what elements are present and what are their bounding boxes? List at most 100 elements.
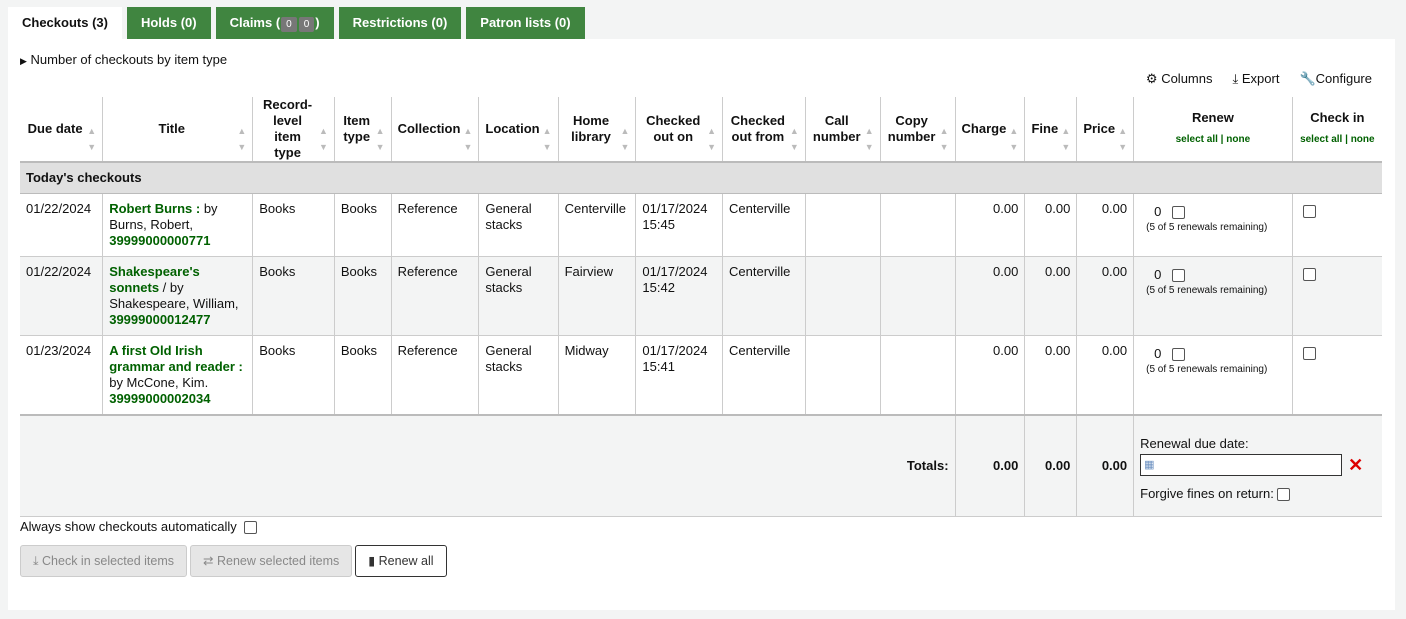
clear-date-icon[interactable]: ✕ bbox=[1348, 455, 1364, 476]
tab-bar: Checkouts (3) Holds (0) Claims (0 0) Rest… bbox=[8, 7, 585, 39]
record-item-type: Books bbox=[252, 256, 335, 336]
sort-icon: ▲ ▼ bbox=[542, 126, 552, 152]
export-button[interactable]: ⤓ Export bbox=[1232, 71, 1279, 87]
title-link[interactable]: A first Old Irish grammar and reader : bbox=[109, 343, 243, 374]
column-header[interactable]: Item type ▲ ▼ bbox=[333, 97, 392, 163]
check-in-checkbox[interactable] bbox=[1302, 205, 1316, 219]
column-label: Check in bbox=[1310, 110, 1365, 125]
barcode-link[interactable]: 39999000000771 bbox=[109, 233, 211, 248]
author: by McCone, Kim. bbox=[109, 375, 209, 390]
claims-badge-2: 0 bbox=[298, 17, 315, 32]
sort-icon: ▲ ▼ bbox=[237, 126, 247, 152]
column-label: Location bbox=[485, 121, 540, 136]
renewal-due-input[interactable]: ▦ bbox=[1140, 454, 1343, 477]
fine: 0.00 bbox=[1024, 193, 1077, 257]
column-header[interactable]: Collection ▲ ▼ bbox=[390, 97, 479, 163]
due-date: 01/23/2024 bbox=[20, 335, 103, 416]
export-label: Export bbox=[1241, 71, 1280, 86]
claims-badge-1: 0 bbox=[281, 17, 297, 32]
collection: Reference bbox=[390, 193, 479, 257]
column-header[interactable]: Call number ▲ ▼ bbox=[804, 97, 881, 163]
checkouts-panel: ▶ Number of checkouts by item type ⚙ Col… bbox=[8, 39, 1395, 610]
table-row: 01/22/2024 Shakespeare's sonnets / by Sha… bbox=[20, 256, 1382, 336]
check-in-selected-label: Check in selected items bbox=[42, 554, 175, 568]
renew-checkbox[interactable] bbox=[1172, 348, 1186, 362]
title-link[interactable]: Shakespeare's sonnets bbox=[109, 264, 200, 295]
collection: Reference bbox=[390, 256, 479, 336]
item-type: Books bbox=[333, 193, 392, 257]
columns-button[interactable]: ⚙ Columns bbox=[1146, 71, 1213, 87]
column-header[interactable]: Record-level item type ▲ ▼ bbox=[252, 97, 335, 163]
tab-restrictions[interactable]: Restrictions (0) bbox=[338, 7, 462, 39]
title-cell: A first Old Irish grammar and reader : b… bbox=[102, 335, 253, 416]
column-header[interactable]: Checked out from ▲ ▼ bbox=[722, 97, 806, 163]
check-in-selected-button[interactable]: ⤓ Check in selected items bbox=[20, 545, 188, 577]
column-header[interactable]: Home library ▲ ▼ bbox=[557, 97, 636, 163]
renew-selected-button[interactable]: ⇄ Renew selected items bbox=[190, 545, 353, 577]
home-library: Centerville bbox=[557, 193, 636, 257]
column-label: Due date bbox=[27, 121, 83, 136]
configure-label: Configure bbox=[1315, 71, 1372, 86]
configure-button[interactable]: 🔧Configure bbox=[1299, 71, 1372, 87]
tab-checkouts[interactable]: Checkouts (3) bbox=[8, 7, 122, 39]
column-header: Check in select all | none bbox=[1291, 97, 1382, 163]
renew-checkbox[interactable] bbox=[1172, 206, 1186, 220]
renew-all-button[interactable]: ▮ Renew all bbox=[355, 545, 447, 577]
renew-options: Renewal due date: ▦ ✕ Forgive fines on r… bbox=[1133, 414, 1382, 517]
sort-icon: ▲ ▼ bbox=[1009, 126, 1019, 152]
sort-icon: ▲ ▼ bbox=[1118, 126, 1128, 152]
checked-out-on: 01/17/2024 15:45 bbox=[635, 193, 723, 257]
column-header[interactable]: Location ▲ ▼ bbox=[478, 97, 559, 163]
checked-out-from: Centerville bbox=[722, 256, 806, 336]
select-all-link[interactable]: select all bbox=[1300, 134, 1343, 145]
always-show-checkbox[interactable] bbox=[244, 521, 257, 535]
copy-number bbox=[879, 335, 956, 416]
tab-claims-end: ) bbox=[315, 15, 320, 30]
renewals-remaining: (5 of 5 renewals remaining) bbox=[1146, 364, 1268, 375]
title-link[interactable]: Robert Burns : bbox=[109, 201, 201, 216]
author: by Burns, Robert, bbox=[109, 201, 218, 232]
caret-right-icon: ▶ bbox=[20, 56, 27, 66]
select-none-link[interactable]: none bbox=[1350, 134, 1375, 145]
checked-out-on: 01/17/2024 15:42 bbox=[635, 256, 723, 336]
renew-all-label: Renew all bbox=[378, 554, 434, 568]
column-header[interactable]: Due date ▲ ▼ bbox=[20, 97, 103, 163]
check-in-checkbox[interactable] bbox=[1302, 268, 1316, 282]
tab-patron-lists[interactable]: Patron lists (0) bbox=[466, 7, 585, 39]
check-in-checkbox[interactable] bbox=[1302, 347, 1316, 361]
item-type: Books bbox=[333, 335, 392, 416]
table-row: 01/22/2024 Robert Burns : by Burns, Rober… bbox=[20, 193, 1382, 257]
checkouts-by-type-toggle[interactable]: ▶ Number of checkouts by item type bbox=[20, 52, 227, 67]
renewals-remaining: (5 of 5 renewals remaining) bbox=[1146, 285, 1268, 296]
author: / by Shakespeare, William, bbox=[109, 280, 239, 311]
always-show-row: Always show checkouts automatically bbox=[20, 519, 257, 535]
checked-out-from: Centerville bbox=[722, 335, 806, 416]
column-header[interactable]: Charge ▲ ▼ bbox=[954, 97, 1025, 163]
check-in-cell bbox=[1291, 193, 1382, 257]
renew-checkbox[interactable] bbox=[1172, 269, 1186, 283]
record-item-type: Books bbox=[252, 193, 335, 257]
forgive-fines-checkbox[interactable] bbox=[1277, 488, 1291, 502]
tab-claims[interactable]: Claims (0 0) bbox=[215, 7, 334, 39]
column-label: Collection bbox=[397, 121, 461, 136]
price: 0.00 bbox=[1076, 335, 1134, 416]
total-charge: 0.00 bbox=[954, 414, 1025, 517]
column-header[interactable]: Price ▲ ▼ bbox=[1076, 97, 1134, 163]
column-label: Record-level item type bbox=[263, 97, 313, 160]
column-header[interactable]: Copy number ▲ ▼ bbox=[879, 97, 956, 163]
column-label: Price bbox=[1083, 121, 1116, 136]
column-header[interactable]: Fine ▲ ▼ bbox=[1024, 97, 1077, 163]
select-all-link[interactable]: select all bbox=[1175, 134, 1218, 145]
column-header[interactable]: Title ▲ ▼ bbox=[102, 97, 253, 163]
select-none-link[interactable]: none bbox=[1226, 134, 1251, 145]
column-label: Charge bbox=[961, 121, 1007, 136]
call-number bbox=[804, 256, 881, 336]
tab-holds[interactable]: Holds (0) bbox=[126, 7, 211, 39]
barcode-link[interactable]: 39999000002034 bbox=[109, 391, 211, 406]
barcode-link[interactable]: 39999000012477 bbox=[109, 312, 211, 327]
copy-number bbox=[879, 256, 956, 336]
check-in-cell bbox=[1291, 335, 1382, 416]
sort-icon: ▲ ▼ bbox=[707, 126, 716, 152]
column-header[interactable]: Checked out on ▲ ▼ bbox=[635, 97, 723, 163]
charge: 0.00 bbox=[954, 256, 1025, 336]
